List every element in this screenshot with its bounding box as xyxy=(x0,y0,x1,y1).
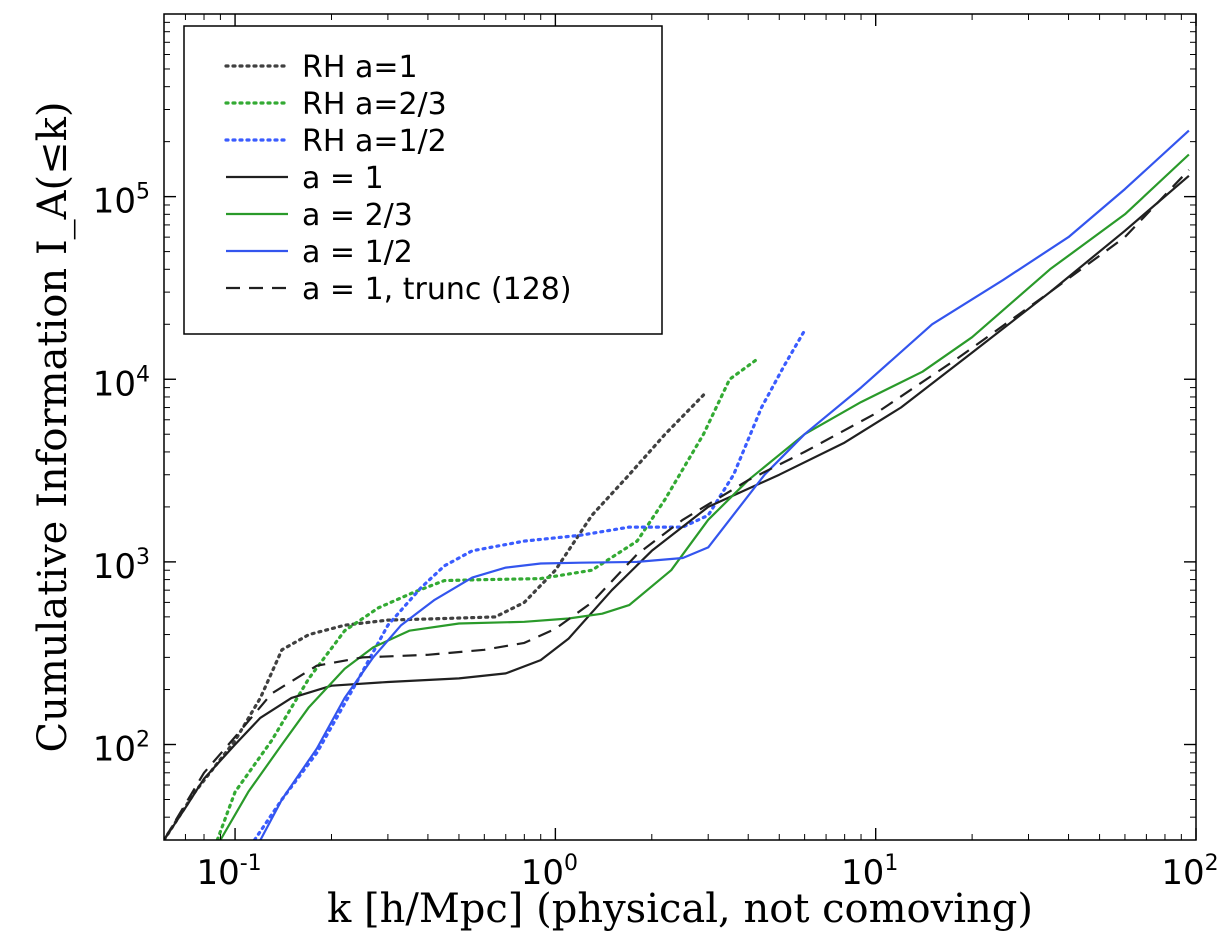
y-tick-label-1: 102 xyxy=(93,728,150,770)
x-tick-label-4: 102 xyxy=(1161,851,1218,893)
legend-box xyxy=(183,25,663,335)
legend-label-7: a = 1, trunc (128) xyxy=(302,272,572,307)
x-tick-label-3: 101 xyxy=(841,851,898,893)
y-axis-label: Cumulative Information I_A(≤k) xyxy=(30,102,76,753)
series-line-4 xyxy=(164,174,1190,840)
series-layer xyxy=(164,129,1190,840)
legend: RH a=1RH a=2/3RH a=1/2a = 1a = 2/3a = 1/… xyxy=(183,25,663,335)
legend-label-1: RH a=1 xyxy=(302,50,418,85)
legend-label-5: a = 2/3 xyxy=(302,198,413,233)
legend-entries: RH a=1RH a=2/3RH a=1/2a = 1a = 2/3a = 1/… xyxy=(224,50,572,307)
legend-label-4: a = 1 xyxy=(302,161,384,196)
series-line-3 xyxy=(252,328,807,840)
series-line-6 xyxy=(259,129,1190,840)
x-tick-label-2: 100 xyxy=(521,851,578,893)
series-line-2 xyxy=(215,356,760,840)
x-axis-label: k [h/Mpc] (physical, not comoving) xyxy=(327,886,1033,932)
tick-layer xyxy=(163,14,1197,841)
y-tick-label-4: 105 xyxy=(93,180,150,222)
series-line-1 xyxy=(164,393,706,840)
y-tick-label-3: 104 xyxy=(93,362,150,404)
tick-label-layer: 10-1 100 101 102 102 103 104 105 xyxy=(93,180,1219,893)
x-tick-label-1: 10-1 xyxy=(196,851,261,893)
legend-label-2: RH a=2/3 xyxy=(302,87,447,122)
series-line-5 xyxy=(219,153,1190,840)
legend-label-6: a = 1/2 xyxy=(302,235,413,270)
legend-label-3: RH a=1/2 xyxy=(302,124,447,159)
series-line-7 xyxy=(164,169,1190,840)
y-tick-label-2: 103 xyxy=(93,545,150,587)
plot-frame xyxy=(163,13,1197,841)
